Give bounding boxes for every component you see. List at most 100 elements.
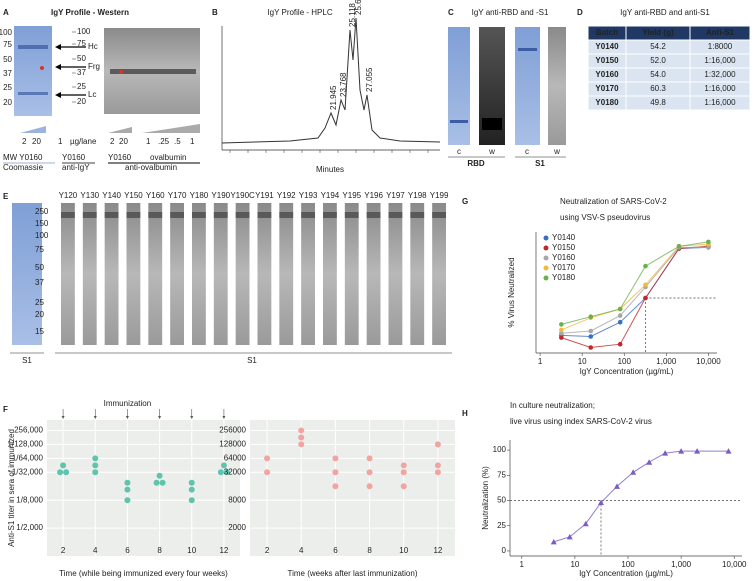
plot-background	[47, 420, 240, 556]
x-tick-label: 8	[157, 546, 162, 555]
y-axis-label: % Virus Neutralized	[507, 257, 516, 327]
table-cell	[690, 40, 750, 54]
table-header: Yield (g)	[642, 28, 674, 37]
lane-label: Y195	[342, 191, 361, 200]
table-text: 1:16,000	[704, 56, 736, 65]
data-point	[264, 469, 271, 476]
load-label: .5	[174, 137, 181, 146]
arrow-head	[61, 416, 65, 419]
x-tick-label: 4	[93, 546, 98, 555]
axis-label: Minutes	[316, 165, 344, 174]
data-point	[124, 479, 131, 486]
panel-letter: E	[3, 192, 9, 201]
gel-marker: 25	[3, 83, 12, 92]
y-tick-label: 1/128,000	[7, 439, 43, 448]
legend-label: Y0140	[552, 233, 576, 242]
y-tick-label: 25	[497, 521, 506, 530]
data-point	[550, 538, 557, 545]
legend-swatch	[543, 275, 549, 281]
table-cell	[626, 82, 690, 96]
arrow-head	[222, 416, 226, 419]
data-point	[400, 469, 407, 476]
table-cell	[588, 40, 626, 54]
ladder-label: 100	[77, 27, 91, 36]
table-text: 49.8	[650, 98, 666, 107]
data-point	[630, 469, 637, 475]
table-cell	[588, 96, 626, 110]
table-text: 1:32,000	[704, 70, 736, 79]
data-point	[92, 469, 99, 476]
panel-title: IgY Profile - Western	[51, 8, 129, 17]
unit-label: µg/lane	[70, 137, 97, 146]
load-label: 1	[190, 137, 195, 146]
x-tick-label: 1	[538, 357, 543, 366]
gel	[448, 27, 470, 145]
table-cell	[626, 40, 690, 54]
data-point	[298, 441, 305, 448]
gel-marker: 37	[3, 69, 12, 78]
data-point	[188, 486, 195, 493]
table-cell	[626, 96, 690, 110]
data-point	[60, 462, 67, 469]
gel-marker: 75	[3, 40, 12, 49]
ladder-label: 37	[77, 68, 86, 77]
gel	[515, 27, 540, 145]
blot-strip	[432, 203, 446, 345]
arrow-head	[93, 416, 97, 419]
legend-label: Y0160	[552, 253, 576, 262]
y-tick-label: 1/32,000	[12, 467, 44, 476]
panel-letter: D	[577, 8, 583, 17]
annotation: Immunization	[104, 399, 152, 408]
gel-band	[18, 92, 48, 95]
blot-strip	[388, 203, 403, 345]
table-cell	[588, 68, 626, 82]
x-tick-label: 10	[187, 546, 196, 555]
arrow-head	[158, 416, 162, 419]
blot-band	[235, 212, 250, 218]
legend-swatch	[543, 245, 549, 251]
data-point	[725, 448, 732, 454]
gel-marker: 50	[35, 263, 44, 272]
panel-letter: A	[3, 8, 9, 17]
table-cell	[588, 54, 626, 68]
series-line	[561, 245, 709, 349]
data-point	[617, 313, 623, 318]
panel-letter: G	[462, 197, 468, 206]
blot-strip	[126, 203, 141, 345]
lane-label: w	[488, 147, 495, 156]
gel-marker: 100	[35, 231, 49, 240]
data-point	[676, 244, 682, 249]
gel-marker: 20	[35, 310, 44, 319]
data-point	[153, 479, 160, 486]
data-point	[617, 319, 623, 325]
y-tick-label: 1/2,000	[16, 523, 43, 532]
lane-label: Y130	[80, 191, 99, 200]
data-point	[220, 462, 227, 469]
data-point	[124, 497, 131, 504]
group-label: S1	[535, 159, 545, 168]
x-axis-label: Time (weeks after last immunization)	[288, 569, 418, 578]
data-point	[588, 314, 594, 320]
caption: Y0160	[108, 153, 132, 162]
table-text: Y0140	[595, 42, 619, 51]
lane-label: c	[525, 147, 529, 156]
panel-letter: C	[448, 8, 454, 17]
data-point	[617, 306, 623, 312]
table-header: Anti-S1	[706, 28, 735, 37]
data-point	[434, 462, 441, 469]
y-tick-label: 75	[497, 470, 506, 479]
blot-strip	[104, 203, 119, 345]
caption: Y0160	[62, 153, 86, 162]
x-tick-label: 6	[125, 546, 130, 555]
peak-label: 25.649	[354, 0, 363, 15]
table-text: 1:16,000	[704, 84, 736, 93]
lane-label: Y160	[146, 191, 165, 200]
lane-label: Y197	[386, 191, 405, 200]
x-tick-label: 2	[61, 546, 66, 555]
blot-strip	[235, 203, 250, 345]
blot-band	[126, 212, 141, 218]
blot-band	[213, 212, 228, 218]
x-tick-label: 10,000	[696, 357, 721, 366]
blot-band	[110, 69, 196, 74]
data-point	[63, 469, 70, 476]
